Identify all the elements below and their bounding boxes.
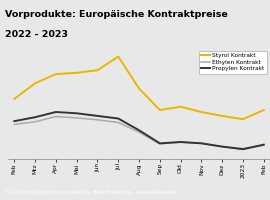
Text: Vorprodukte: Europäische Kontraktpreise: Vorprodukte: Europäische Kontraktpreise — [5, 10, 228, 19]
Text: 2022 - 2023: 2022 - 2023 — [5, 30, 68, 39]
Legend: Styrol Kontrakt, Ethylen Kontrakt, Propylen Kontrakt: Styrol Kontrakt, Ethylen Kontrakt, Propy… — [199, 51, 267, 74]
Text: © 2023 Kunststoff Information, Bad Homburg - www.kiweb.de: © 2023 Kunststoff Information, Bad Hombu… — [5, 190, 176, 195]
